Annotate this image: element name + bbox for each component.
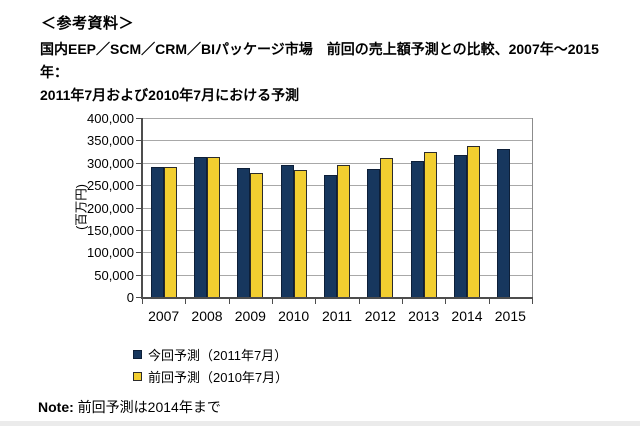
bar-2008-current	[194, 156, 207, 297]
bar-2014-current	[454, 154, 467, 297]
x-tick-mark	[315, 299, 317, 304]
y-tick-mark	[136, 274, 141, 276]
x-tick-label: 2012	[364, 308, 396, 324]
y-tick-mark	[136, 252, 141, 254]
y-tick-mark	[136, 185, 141, 187]
page-title: ＜参考資料＞	[41, 15, 135, 32]
y-tick-label: 50,000	[94, 267, 134, 283]
bar-2009-current	[237, 168, 251, 297]
bottom-edge	[0, 421, 640, 426]
bar-2011-previous	[337, 164, 350, 297]
x-tick-mark	[142, 299, 143, 304]
y-tick-mark	[136, 162, 141, 164]
y-tick-mark	[136, 297, 141, 298]
legend-marker-previous-icon	[133, 371, 142, 381]
legend-item-previous: 前回予測（2010年7月）	[133, 365, 288, 387]
y-tick-mark	[136, 207, 141, 209]
x-tick-mark	[488, 299, 490, 304]
bar-2011-current	[324, 174, 337, 297]
bar-2007-current	[150, 167, 164, 297]
legend-item-current: 今回予測（2011年7月）	[133, 343, 288, 365]
y-tick-label: 250,000	[87, 178, 134, 194]
y-tick-label: 300,000	[87, 155, 134, 171]
bar-2013-previous	[423, 152, 437, 297]
bar-2012-current	[367, 169, 381, 297]
y-axis-line	[141, 118, 143, 299]
x-axis-line	[141, 297, 533, 299]
x-tick-label: 2015	[494, 308, 526, 324]
x-tick-label: 2013	[408, 308, 440, 324]
note-text: 前回予測は2014年まで	[73, 399, 221, 415]
gridline	[142, 140, 532, 142]
y-axis-title: (百万円)	[74, 184, 89, 230]
chart-subtitle-line2: 2011年7月および2010年7月における予測	[40, 87, 300, 103]
x-tick-label: 2008	[191, 308, 223, 324]
y-tick-mark	[136, 140, 141, 142]
y-tick-mark	[136, 118, 141, 119]
x-tick-mark	[358, 299, 360, 304]
bar-2010-previous	[293, 170, 307, 297]
bar-2012-previous	[380, 158, 394, 297]
y-tick-label: 350,000	[87, 133, 134, 149]
y-tick-label: 100,000	[87, 245, 134, 261]
gridline	[142, 162, 532, 164]
x-tick-label: 2011	[321, 308, 353, 324]
note-label: Note:	[38, 399, 74, 415]
x-tick-mark	[228, 299, 230, 304]
legend-label-current: 今回予測（2011年7月）	[148, 347, 288, 363]
bar-2007-previous	[163, 167, 177, 297]
x-tick-label: 2009	[234, 308, 266, 324]
chart-subtitle-line1: 国内EEP／SCM／CRM／BIパッケージ市場 前回の売上額予測との比較、200…	[40, 41, 599, 80]
x-tick-mark	[402, 299, 403, 304]
x-tick-label: 2007	[148, 308, 180, 324]
gridline	[142, 118, 532, 119]
legend-marker-current-icon	[133, 349, 142, 359]
y-tick-label: 150,000	[87, 222, 134, 238]
bar-2010-current	[280, 164, 294, 297]
chart-subtitle: 国内EEP／SCM／CRM／BIパッケージ市場 前回の売上額予測との比較、200…	[40, 38, 615, 107]
x-tick-mark	[532, 299, 533, 304]
y-tick-mark	[136, 229, 141, 231]
bar-2015-current	[497, 149, 511, 297]
y-tick-label: 200,000	[87, 200, 134, 216]
x-tick-label: 2010	[278, 308, 310, 324]
x-tick-mark	[185, 299, 187, 304]
x-tick-mark	[272, 299, 273, 304]
note: Note: 前回予測は2014年まで	[38, 397, 221, 417]
x-tick-mark	[445, 299, 447, 304]
bar-2009-previous	[250, 173, 264, 297]
bar-2014-previous	[467, 145, 480, 297]
bar-2008-previous	[207, 156, 220, 297]
legend-label-previous: 前回予測（2010年7月）	[148, 369, 289, 385]
bar-2013-current	[410, 161, 424, 297]
legend: 今回予測（2011年7月） 前回予測（2010年7月）	[133, 343, 288, 387]
y-tick-label: 400,000	[87, 111, 134, 126]
x-tick-label: 2014	[451, 308, 483, 324]
y-tick-label: 0	[126, 290, 134, 305]
